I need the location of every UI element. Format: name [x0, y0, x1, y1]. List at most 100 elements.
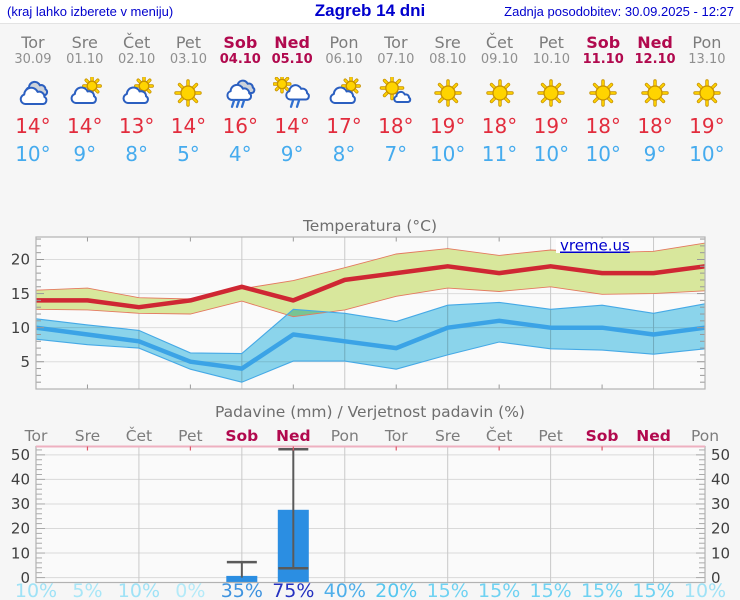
precip-y-tick-label-right: 40 — [711, 471, 730, 489]
day-name-label: Tor — [384, 33, 408, 52]
max-temp-label: 19° — [689, 114, 725, 138]
temp-chart-title: Temperatura (°C) — [302, 217, 437, 235]
day-date-label: 01.10 — [66, 52, 104, 67]
probability-label: 35% — [221, 580, 263, 600]
weather-icon-sunny — [174, 79, 203, 107]
day-column: Ned 05.10 14° 9° — [266, 24, 318, 165]
min-temp-label: 10° — [533, 142, 570, 166]
min-temp-label: 10° — [429, 142, 466, 166]
max-temp-label: 13° — [118, 114, 155, 138]
precip-y-tick-label: 0 — [20, 569, 30, 587]
precip-y-tick-label: 10 — [11, 544, 30, 562]
precipitation-chart: 0 0 10 10 20 20 30 30 40 40 50 50 Padavine (mm) / Ve… — [11, 403, 730, 600]
precip-day-label: Ned — [276, 427, 311, 445]
precip-day-label: Pet — [538, 427, 562, 445]
max-temp-label: 14° — [67, 114, 103, 138]
weather-icon-sunny — [485, 79, 514, 107]
day-column: Tor 07.10 18° 7° — [370, 24, 422, 165]
min-temp-label: 10° — [585, 142, 621, 166]
min-temp-label: 10° — [689, 142, 725, 166]
weather-icon-sunny — [693, 79, 721, 107]
forecast-strip: Tor 30.09 14° 10° Sre 01.10 14° 9° Čet 0… — [7, 24, 733, 165]
min-temp-label: 8° — [125, 142, 148, 166]
max-temp-label: 16° — [222, 114, 259, 138]
precip-y-tick-label: 40 — [11, 471, 30, 489]
weather-icon-rain — [226, 79, 256, 108]
min-temp-label: 5° — [177, 142, 200, 166]
weather-icon-mostly-sunny — [379, 77, 412, 104]
max-temp-label: 14° — [15, 114, 51, 138]
temp-y-tick-label: 20 — [11, 251, 30, 269]
precip-day-label: Sre — [75, 427, 100, 445]
precip-y-tick-label-right: 0 — [711, 569, 721, 587]
day-date-label: 08.10 — [429, 52, 467, 67]
temp-y-tick-label: 5 — [20, 353, 30, 371]
precip-day-label: Pon — [331, 427, 359, 445]
precip-day-label: Čet — [486, 426, 512, 445]
day-date-label: 30.09 — [14, 52, 52, 67]
probability-label: 40% — [324, 580, 366, 600]
precip-y-tick-label-right: 20 — [711, 520, 730, 538]
precip-day-label: Tor — [384, 427, 408, 445]
temperature-chart: 5 10 15 20 Temperatura (°C) vreme.us — [11, 217, 706, 390]
min-temp-label: 4° — [228, 142, 252, 166]
probability-label: 10% — [15, 580, 57, 600]
min-temp-label: 10° — [15, 142, 51, 166]
probability-label: 0% — [175, 580, 205, 600]
day-name-label: Čet — [485, 33, 514, 52]
precip-day-label: Sre — [435, 427, 460, 445]
max-temp-label: 18° — [481, 114, 518, 138]
probability-label: 15% — [632, 580, 674, 600]
day-column: Tor 30.09 14° 10° — [7, 24, 59, 165]
probability-label: 15% — [478, 580, 520, 600]
probability-label: 20% — [375, 580, 417, 600]
probability-label: 10% — [118, 580, 160, 600]
precip-y-tick-label-right: 50 — [711, 446, 730, 464]
day-name-label: Pon — [692, 33, 722, 52]
day-name-label: Ned — [637, 33, 673, 52]
max-temp-label: 19° — [429, 114, 466, 138]
weather-icon-cloudy — [19, 80, 48, 105]
precip-y-tick-label-right: 30 — [711, 495, 730, 513]
weather-icon-sun-rain — [273, 77, 310, 108]
precip-plot-area — [36, 446, 705, 583]
precip-day-label: Pon — [691, 427, 719, 445]
last-update-label: Zadnja posodobitev: 30.09.2025 - 12:27 — [504, 4, 734, 19]
day-date-label: 05.10 — [271, 52, 313, 67]
page-title: Zagreb 14 dni — [314, 1, 426, 20]
precip-y-tick-label: 30 — [11, 495, 30, 513]
day-column: Sob 04.10 16° 4° — [214, 24, 266, 165]
weather-icon-sunny — [537, 79, 566, 107]
day-column: Pon 13.10 19° 10° — [681, 24, 733, 165]
day-name-label: Sob — [586, 33, 621, 52]
day-date-label: 04.10 — [219, 52, 261, 67]
max-temp-line — [36, 264, 706, 310]
day-name-label: Sre — [71, 33, 98, 52]
probability-label: 15% — [529, 580, 571, 600]
weather-icon-partly-cloudy — [329, 77, 361, 104]
min-temp-label: 9° — [643, 142, 667, 166]
min-temp-label: 9° — [280, 142, 304, 166]
precip-y-tick-label: 50 — [11, 446, 30, 464]
max-temp-label: 19° — [533, 114, 570, 138]
day-date-label: 12.10 — [634, 52, 676, 67]
probability-label: 10% — [684, 580, 726, 600]
weather-icon-partly-cloudy — [70, 77, 102, 104]
day-column: Pon 06.10 17° 8° — [318, 24, 370, 165]
probability-label: 15% — [581, 580, 623, 600]
min-temp-label: 7° — [384, 142, 408, 166]
precip-day-label: Pet — [178, 427, 202, 445]
weather-icon-sunny — [433, 79, 462, 107]
watermark-link[interactable]: vreme.us — [560, 237, 630, 255]
day-date-label: 10.10 — [532, 52, 570, 67]
day-date-label: 03.10 — [169, 52, 208, 67]
probability-label: 5% — [72, 580, 102, 600]
max-temp-label: 18° — [378, 114, 414, 138]
day-name-label: Čet — [122, 33, 151, 52]
max-temp-label: 17° — [326, 114, 362, 138]
precip-day-label: Čet — [126, 426, 152, 445]
day-name-label: Pet — [175, 33, 202, 52]
precip-bar — [226, 575, 258, 583]
min-temp-label: 8° — [332, 142, 356, 166]
probability-label: 75% — [272, 580, 314, 600]
